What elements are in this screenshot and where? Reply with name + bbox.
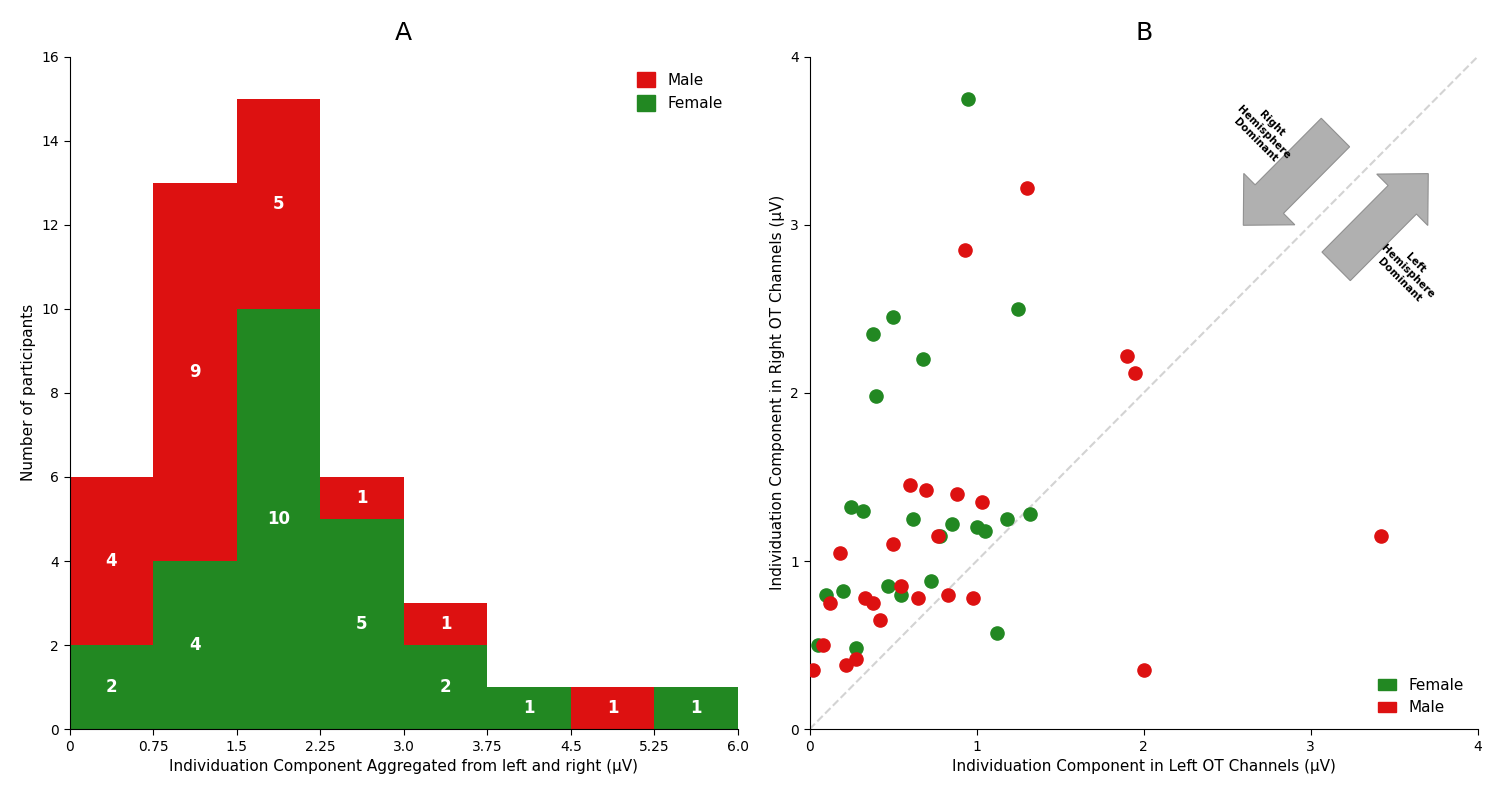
Bar xyxy=(320,519,404,729)
Polygon shape xyxy=(1243,118,1350,225)
X-axis label: Individuation Component in Left OT Channels (μV): Individuation Component in Left OT Chann… xyxy=(951,759,1336,774)
Point xyxy=(828,546,852,559)
Point xyxy=(845,652,869,665)
Bar xyxy=(69,645,153,729)
Point xyxy=(995,513,1019,525)
Point xyxy=(1018,507,1042,520)
Point xyxy=(972,525,996,537)
Text: 5: 5 xyxy=(272,195,284,212)
Text: 1: 1 xyxy=(440,615,451,633)
Point xyxy=(861,328,885,340)
Title: A: A xyxy=(395,21,412,45)
Bar xyxy=(404,645,487,729)
Text: 10: 10 xyxy=(268,510,290,528)
Point xyxy=(818,597,842,610)
Point xyxy=(1015,181,1039,194)
Text: 2: 2 xyxy=(440,678,451,696)
Bar xyxy=(487,687,571,729)
Point xyxy=(944,487,968,500)
Point xyxy=(956,92,980,105)
Text: Left
Hemisphere
Dominant: Left Hemisphere Dominant xyxy=(1371,235,1444,308)
Legend: Female, Male: Female, Male xyxy=(1372,672,1470,722)
Point xyxy=(906,591,930,604)
Point xyxy=(902,513,926,525)
Point xyxy=(1123,366,1147,379)
Point xyxy=(881,538,905,551)
Title: B: B xyxy=(1135,21,1153,45)
Bar xyxy=(153,183,236,561)
Text: 4: 4 xyxy=(189,636,201,654)
Text: 1: 1 xyxy=(607,699,618,717)
Point xyxy=(965,521,989,533)
Point xyxy=(806,638,830,651)
Point xyxy=(851,504,875,517)
Point xyxy=(936,588,960,601)
Point xyxy=(801,664,825,677)
Point xyxy=(831,585,855,598)
Point xyxy=(867,614,891,626)
Point xyxy=(914,484,938,497)
Text: 4: 4 xyxy=(105,552,117,570)
Text: 9: 9 xyxy=(189,363,201,381)
Point xyxy=(890,588,914,601)
Point xyxy=(911,353,935,366)
Bar xyxy=(571,687,654,729)
Point xyxy=(834,659,858,672)
Bar xyxy=(236,308,320,729)
Text: Right
Hemisphere
Dominant: Right Hemisphere Dominant xyxy=(1226,95,1300,169)
Bar xyxy=(654,687,738,729)
Point xyxy=(1369,529,1393,542)
Point xyxy=(897,479,921,491)
Point xyxy=(864,390,888,402)
Point xyxy=(1115,350,1139,363)
Point xyxy=(927,529,951,542)
Y-axis label: Number of participants: Number of participants xyxy=(21,304,36,482)
Point xyxy=(876,580,900,592)
Point xyxy=(839,501,863,514)
Text: 1: 1 xyxy=(523,699,535,717)
Y-axis label: Individuation Component in Right OT Channels (μV): Individuation Component in Right OT Chan… xyxy=(770,196,785,591)
Point xyxy=(962,591,986,604)
Point xyxy=(852,591,876,604)
Point xyxy=(845,642,869,655)
Point xyxy=(1132,664,1156,677)
Text: 2: 2 xyxy=(105,678,117,696)
Point xyxy=(861,597,885,610)
Point xyxy=(984,627,1009,640)
Bar xyxy=(236,99,320,308)
Point xyxy=(953,243,977,256)
Bar xyxy=(69,477,153,645)
Point xyxy=(969,496,993,509)
Bar xyxy=(404,603,487,645)
Point xyxy=(1007,302,1031,315)
Point xyxy=(926,529,950,542)
Text: 5: 5 xyxy=(356,615,368,633)
Point xyxy=(939,518,963,530)
Point xyxy=(881,311,905,324)
Point xyxy=(890,580,914,592)
Polygon shape xyxy=(1323,173,1428,281)
Text: 1: 1 xyxy=(690,699,702,717)
Point xyxy=(810,638,834,651)
Text: 1: 1 xyxy=(356,489,368,507)
Legend: Male, Female: Male, Female xyxy=(628,64,730,119)
Bar xyxy=(153,561,236,729)
Point xyxy=(920,575,944,588)
Point xyxy=(815,588,839,601)
X-axis label: Individuation Component Aggregated from left and right (μV): Individuation Component Aggregated from … xyxy=(170,759,639,774)
Bar xyxy=(320,477,404,519)
